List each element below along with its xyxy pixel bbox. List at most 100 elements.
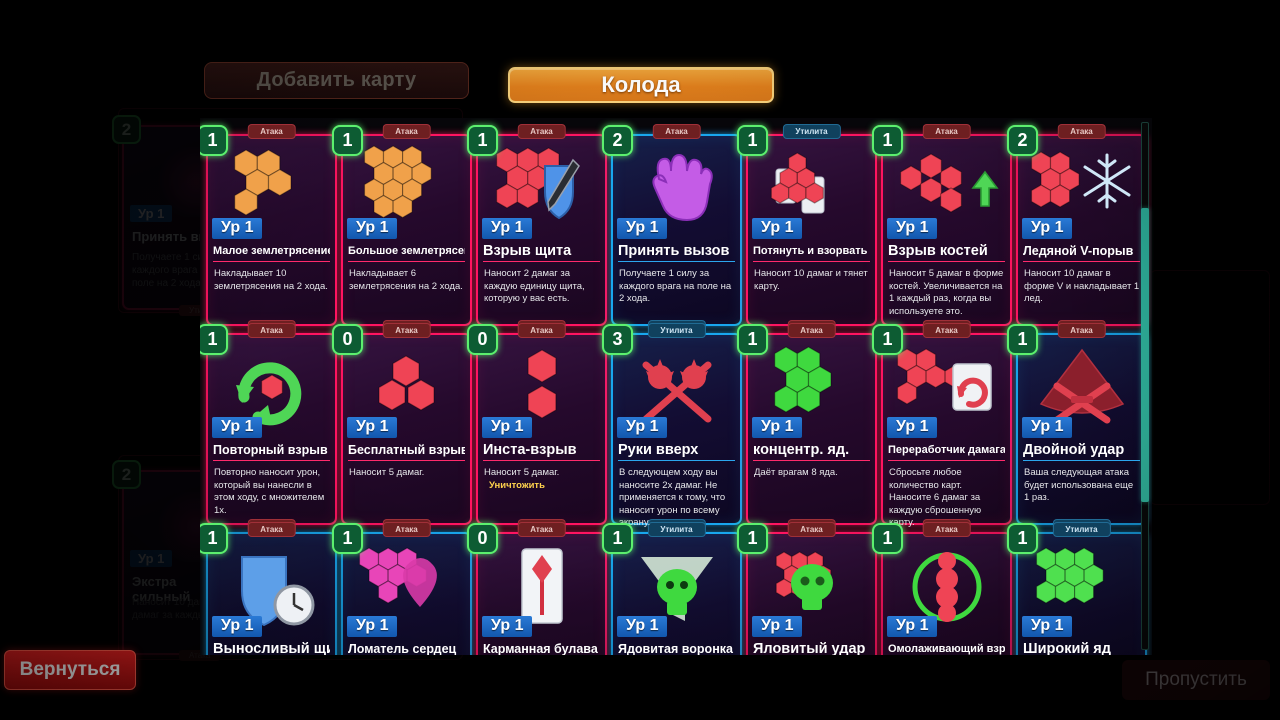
deck-card[interactable]: Атака 1 Ур 1 концентр. яд. Даёт врагам 8 яда… xyxy=(737,323,877,534)
background-card-level: Ур 1 xyxy=(130,550,173,567)
add-card-button[interactable]: Добавить карту xyxy=(204,62,469,99)
card-cost-badge: 1 xyxy=(467,125,498,156)
card-cost-badge: 2 xyxy=(1007,125,1038,156)
card-title: Двойной удар xyxy=(1023,443,1140,461)
card-level-badge: Ур 1 xyxy=(482,616,533,637)
card-title: Взрыв щита xyxy=(483,244,600,262)
deck-card[interactable]: Атака 1 Ур 1 Двойной удар Ваша следующая ата… xyxy=(1007,323,1147,534)
card-type-tab: Атака xyxy=(517,124,566,139)
card-level-badge: Ур 1 xyxy=(347,417,398,438)
card-description: В следующем ходу вы наносите 2х дамаг. Н… xyxy=(619,467,726,528)
card-cost-badge: 1 xyxy=(200,523,228,554)
card-level-badge: Ур 1 xyxy=(482,218,533,239)
card-description: Накладывает 6 землетрясения на 2 хода. xyxy=(349,268,463,292)
card-type-tab: Утилита xyxy=(1052,522,1111,537)
card-description: Повторно наносит урон, который вы нанесл… xyxy=(214,467,325,516)
card-cost-badge: 1 xyxy=(1007,523,1038,554)
background-card-level: Ур 1 xyxy=(130,205,173,222)
card-cost-badge: 1 xyxy=(332,125,363,156)
card-title: Выносливый щит xyxy=(213,642,330,655)
card-cost-badge: 1 xyxy=(872,523,903,554)
card-level-badge: Ур 1 xyxy=(347,218,398,239)
card-title: Повторный взрыв xyxy=(213,443,330,461)
card-level-badge: Ур 1 xyxy=(887,616,938,637)
card-title: Малое землетрясение xyxy=(213,244,330,262)
card-title: Ледяной V-порыв xyxy=(1023,244,1140,262)
deck-card[interactable]: Атака 1 Ур 1 Большое землетрясение Накладыва… xyxy=(332,124,472,335)
card-level-badge: Ур 1 xyxy=(482,417,533,438)
card-type-tab: Атака xyxy=(922,323,971,338)
card-description: Наносит 5 дамаг в форме костей. Увеличив… xyxy=(889,268,1004,317)
card-title: Взрыв костей xyxy=(888,244,1005,262)
card-description: Сбросьте любое количество карт. Наносите… xyxy=(889,467,982,528)
card-title: Принять вызов xyxy=(618,244,735,262)
card-type-tab: Атака xyxy=(787,522,836,537)
deck-tab-button[interactable]: Колода xyxy=(508,67,774,103)
card-title: Омолаживающий взрыв xyxy=(888,642,1005,655)
card-description: Даёт врагам 8 яда. xyxy=(754,467,838,478)
card-level-badge: Ур 1 xyxy=(617,218,668,239)
card-cost-badge: 1 xyxy=(737,523,768,554)
card-type-tab: Атака xyxy=(247,124,296,139)
card-title: Ломатель сердец xyxy=(348,642,465,655)
deck-card[interactable]: Атака 0 Ур 1 Бесплатный взрыв Наносит 5 дама… xyxy=(332,323,472,534)
card-type-tab: Атака xyxy=(922,124,971,139)
deck-card[interactable]: Атака 1 Ур 1 Повторный взрыв Повторно наноси… xyxy=(200,323,337,534)
deck-card[interactable]: Утилита 1 Ур 1 Потянуть и взорвать Наносит 1… xyxy=(737,124,877,335)
deck-card[interactable]: Атака 2 Ур 1 Принять вызов Получаете 1 силу … xyxy=(602,124,742,335)
card-cost-badge: 2 xyxy=(602,125,633,156)
card-title: Инста-взрыв xyxy=(483,443,600,461)
card-cost-badge: 0 xyxy=(467,523,498,554)
card-description: Наносит 2 дамаг за каждую единицу щита, … xyxy=(484,268,585,304)
card-type-tab: Атака xyxy=(517,323,566,338)
back-button[interactable]: Вернуться xyxy=(4,650,136,690)
card-title: Руки вверх xyxy=(618,443,735,461)
card-description: Получаете 1 силу за каждого врага на пол… xyxy=(619,268,732,304)
card-type-tab: Атака xyxy=(787,323,836,338)
card-type-tab: Атака xyxy=(382,522,431,537)
card-type-tab: Утилита xyxy=(782,124,841,139)
card-type-tab: Утилита xyxy=(647,323,706,338)
deck-panel: Атака 1 Ур 1 Малое землетрясение Накладывает… xyxy=(200,118,1152,655)
card-type-tab: Атака xyxy=(247,522,296,537)
background-card-cost: 2 xyxy=(112,460,141,489)
deck-card[interactable]: Атака 1 Ур 1 Переработчик дамага Сбросьте лю… xyxy=(872,323,1012,534)
card-title: Широкий яд xyxy=(1023,642,1140,655)
deck-card[interactable]: Атака 0 Ур 1 Инста-взрыв Наносит 5 дамаг. Уни… xyxy=(467,323,607,534)
card-title: Ядовитая воронка xyxy=(618,642,735,655)
card-title: концентр. яд. xyxy=(753,443,870,461)
card-level-badge: Ур 1 xyxy=(1022,417,1073,438)
card-description: Наносит 5 дамаг. xyxy=(349,467,425,478)
card-level-badge: Ур 1 xyxy=(347,616,398,637)
card-cost-badge: 1 xyxy=(200,324,228,355)
card-description: Наносит 10 дамаг в форме V и накладывает… xyxy=(1024,268,1140,304)
card-description: Накладывает 10 землетрясения на 2 хода. xyxy=(214,268,328,292)
deck-card[interactable]: Атака 1 Ур 1 Взрыв костей Наносит 5 дамаг в … xyxy=(872,124,1012,335)
card-cost-badge: 1 xyxy=(332,523,363,554)
card-cost-badge: 1 xyxy=(872,125,903,156)
deck-card[interactable]: Утилита 3 Ур 1 Руки вверх В следующем ходу в… xyxy=(602,323,742,534)
card-description: Ваша следующая атака будет использована … xyxy=(1024,467,1134,503)
card-level-badge: Ур 1 xyxy=(887,218,938,239)
deck-card[interactable]: Атака 1 Ур 1 Взрыв щита Наносит 2 дамаг за к… xyxy=(467,124,607,335)
deck-card[interactable]: Атака 1 Ур 1 Малое землетрясение Накладывает… xyxy=(200,124,337,335)
card-cost-badge: 1 xyxy=(1007,324,1038,355)
card-level-badge: Ур 1 xyxy=(752,218,803,239)
background-card-cost: 2 xyxy=(112,115,141,144)
card-title: Большое землетрясение xyxy=(348,244,465,262)
deck-card[interactable]: Атака 2 Ур 1 Ледяной V-порыв Наносит 10 дама… xyxy=(1007,124,1147,335)
card-description: Наносит 10 дамаг и тянет карту. xyxy=(754,268,868,292)
card-type-tab: Атака xyxy=(1057,323,1106,338)
skip-button[interactable]: Пропустить xyxy=(1122,660,1270,700)
card-cost-badge: 1 xyxy=(872,324,903,355)
card-cost-badge: 0 xyxy=(467,324,498,355)
card-type-tab: Атака xyxy=(382,323,431,338)
